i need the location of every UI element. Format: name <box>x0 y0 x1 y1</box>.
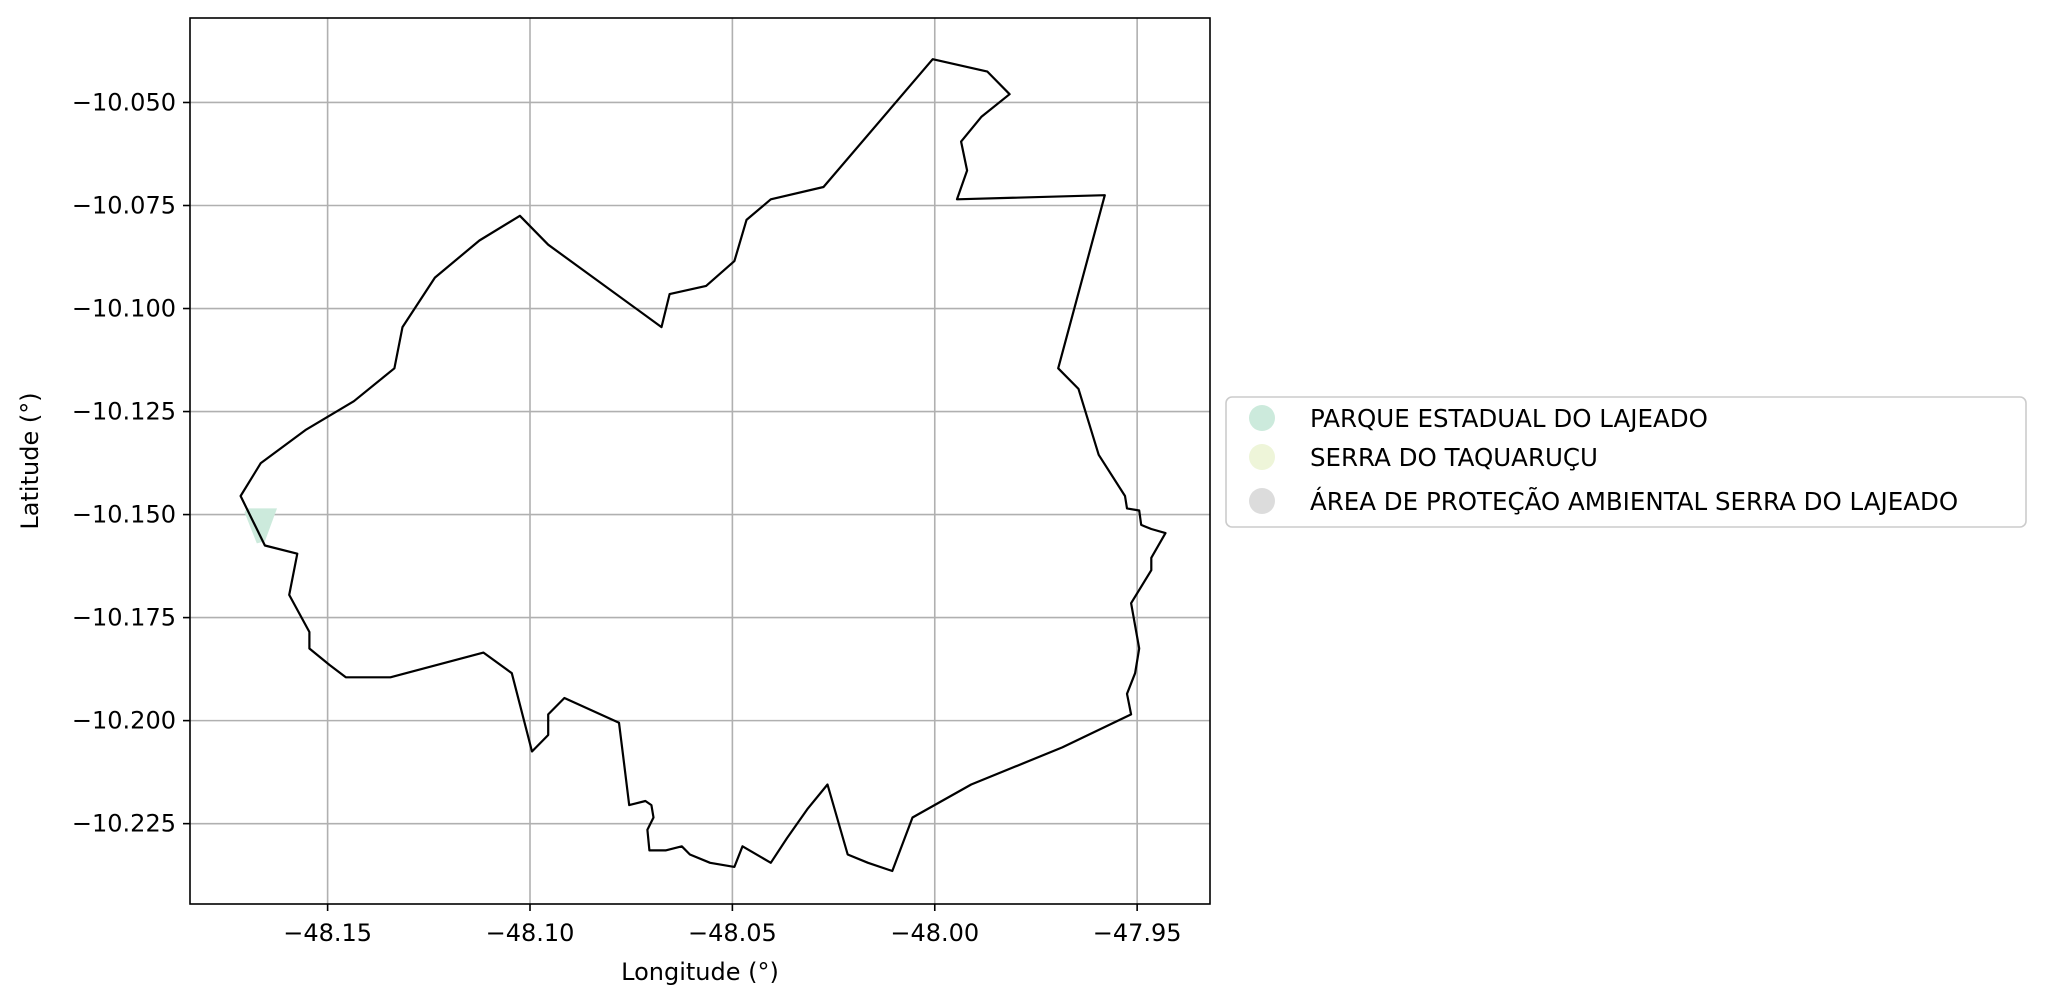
x-tick-label: −48.00 <box>890 919 979 947</box>
y-tick-label: −10.175 <box>72 604 176 632</box>
x-axis-label: Longitude (°) <box>621 958 779 986</box>
legend-marker <box>1249 488 1275 514</box>
y-tick-label: −10.100 <box>72 295 176 323</box>
protected-areas <box>244 508 277 544</box>
y-tick-label: −10.050 <box>72 88 176 116</box>
y-tick-label: −10.200 <box>72 707 176 735</box>
y-axis-ticks: −10.050 −10.075 −10.100 −10.125 −10.150 −10.1… <box>72 88 190 838</box>
legend: PARQUE ESTADUAL DO LAJEADO SERRA DO TAQUA… <box>1225 396 2027 528</box>
axes-background <box>190 18 1210 904</box>
y-axis-label: Latitude (°) <box>16 392 44 529</box>
y-tick-label: −10.225 <box>72 810 176 838</box>
plot-area <box>189 17 1211 905</box>
legend-label: PARQUE ESTADUAL DO LAJEADO <box>1310 404 1708 433</box>
x-tick-label: −47.95 <box>1093 919 1182 947</box>
x-tick-label: −48.05 <box>688 919 777 947</box>
x-tick-label: −48.10 <box>486 919 575 947</box>
y-tick-label: −10.150 <box>72 501 176 529</box>
x-tick-label: −48.15 <box>283 919 372 947</box>
legend-marker <box>1249 405 1275 431</box>
legend-marker <box>1249 444 1275 470</box>
grid <box>190 18 1210 904</box>
legend-box <box>1225 396 2027 528</box>
axes-frame <box>189 17 1211 905</box>
municipality-boundary <box>239 58 1167 873</box>
y-tick-label: −10.125 <box>72 398 176 426</box>
protected-area-polygon <box>244 508 277 544</box>
legend-label: ÁREA DE PROTEÇÃO AMBIENTAL SERRA DO LAJE… <box>1310 486 1958 516</box>
x-axis-ticks: −48.15 −48.10 −48.05 −48.00 −47.95 <box>283 904 1182 947</box>
legend-label: SERRA DO TAQUARUÇU <box>1310 443 1598 472</box>
y-tick-label: −10.075 <box>72 192 176 220</box>
